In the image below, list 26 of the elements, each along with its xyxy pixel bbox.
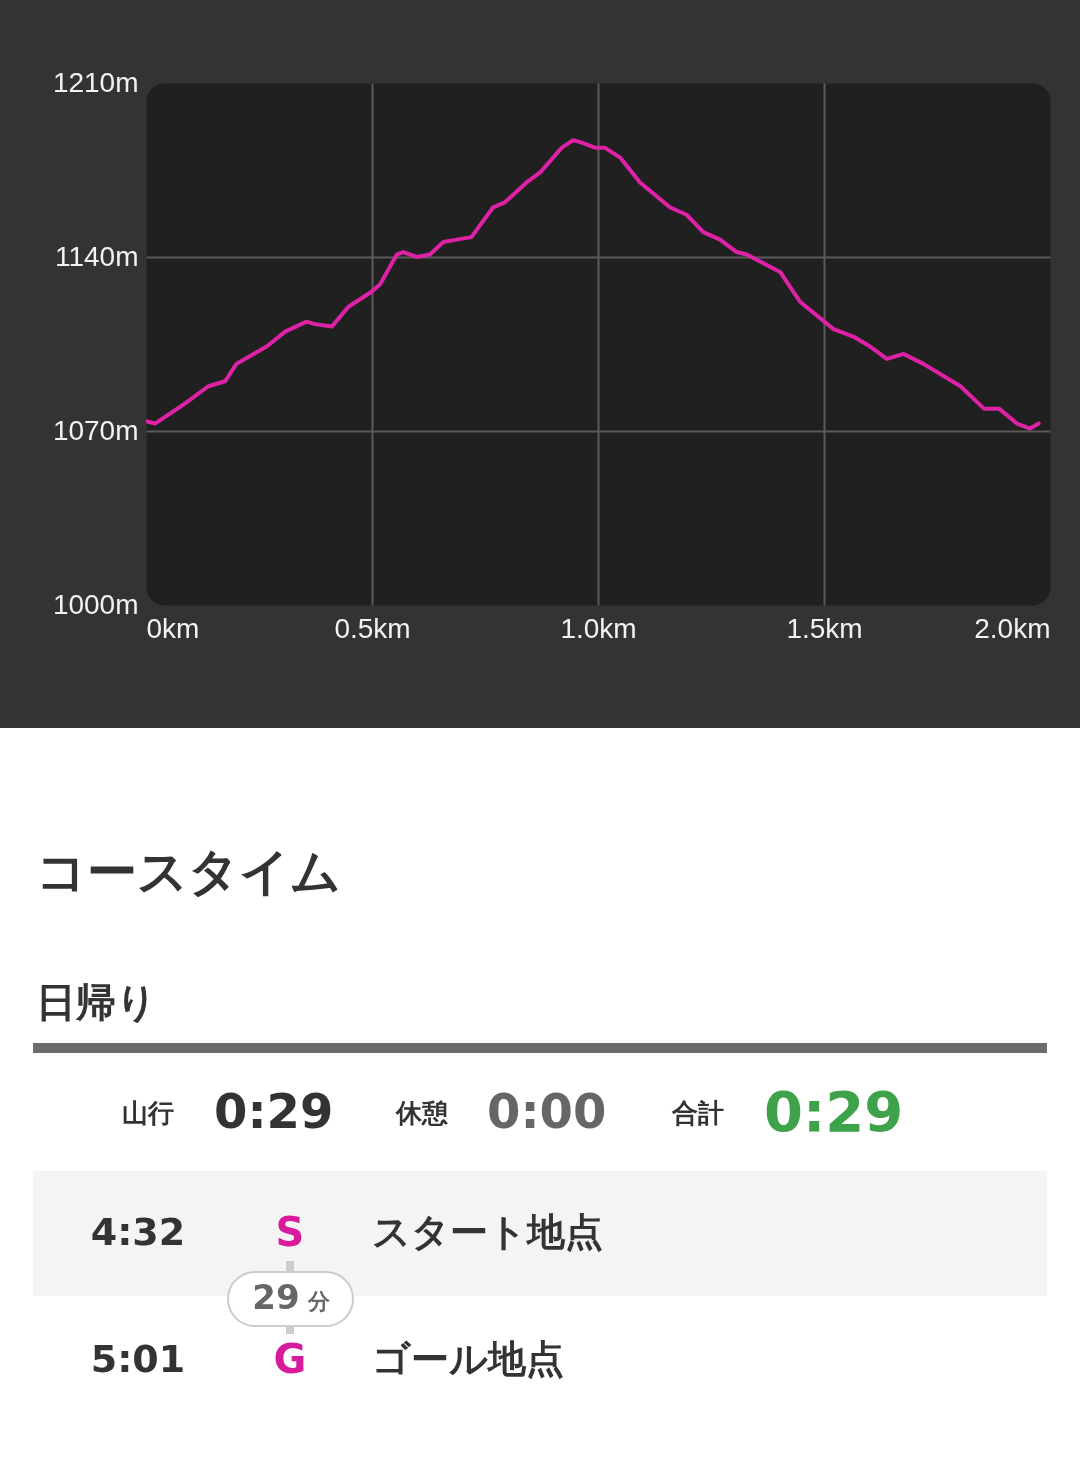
- text: 山行: [122, 1098, 174, 1128]
- text: スタート地点: [372, 1210, 603, 1254]
- text: 29: [252, 1277, 300, 1317]
- text: S: [275, 1209, 305, 1255]
- text: コースタイム: [36, 843, 341, 901]
- y-tick-label: 1210m: [52, 66, 139, 98]
- text: 0:29: [214, 1083, 334, 1139]
- x-tick-label: 0.5km: [334, 612, 411, 644]
- text: 合計: [671, 1098, 724, 1128]
- x-tick-label: 2.0km: [974, 612, 1051, 644]
- text: G: [273, 1336, 307, 1382]
- x-tick-label: 1.5km: [786, 612, 863, 644]
- x-tick-label: 0km: [146, 612, 200, 644]
- y-tick-label: 1070m: [52, 414, 139, 446]
- y-tick-label: 1000m: [52, 588, 139, 620]
- text: 0:29: [764, 1079, 904, 1144]
- text: ゴール地点: [372, 1337, 564, 1381]
- line-series: [146, 138, 1041, 431]
- x-tick-label: 1.0km: [560, 612, 637, 644]
- text: 0:00: [487, 1083, 607, 1139]
- text: 日帰り: [36, 979, 157, 1025]
- text: 4:32: [90, 1210, 186, 1254]
- text: 分: [307, 1289, 331, 1314]
- text: 5:01: [90, 1337, 186, 1381]
- text: 休憩: [395, 1098, 448, 1128]
- y-tick-label: 1140m: [54, 240, 139, 272]
